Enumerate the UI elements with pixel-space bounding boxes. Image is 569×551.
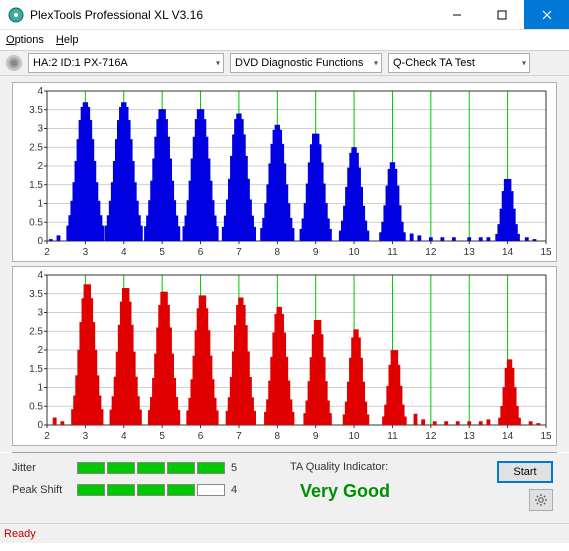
- svg-text:3: 3: [37, 308, 43, 319]
- svg-text:15: 15: [540, 247, 552, 258]
- svg-text:8: 8: [275, 247, 281, 258]
- svg-text:5: 5: [159, 431, 165, 442]
- svg-text:6: 6: [198, 431, 204, 442]
- quality-panel: Jitter 5 Peak Shift 4 TA Quality Indicat…: [0, 453, 569, 523]
- svg-text:4: 4: [121, 247, 127, 258]
- svg-text:0.5: 0.5: [29, 217, 43, 228]
- jitter-label: Jitter: [12, 462, 77, 474]
- ta-indicator-value: Very Good: [300, 481, 390, 502]
- peakshift-row: Peak Shift 4: [12, 481, 557, 499]
- svg-text:2: 2: [37, 161, 43, 172]
- svg-text:3.5: 3.5: [29, 105, 43, 116]
- menu-help[interactable]: Help: [56, 34, 79, 46]
- svg-text:14: 14: [502, 431, 514, 442]
- statusbar: Ready: [0, 523, 569, 543]
- meter-box: [167, 462, 195, 474]
- meter-box: [167, 484, 195, 496]
- maximize-button[interactable]: [479, 0, 524, 29]
- toolbar: HA:2 ID:1 PX-716A ▾ DVD Diagnostic Funct…: [0, 50, 569, 76]
- svg-text:8: 8: [275, 431, 281, 442]
- meter-box: [77, 484, 105, 496]
- drive-icon: [6, 55, 22, 71]
- menu-options[interactable]: Options: [6, 34, 44, 46]
- meter-box: [137, 462, 165, 474]
- ta-indicator-label: TA Quality Indicator:: [290, 461, 388, 473]
- jitter-value: 5: [231, 462, 237, 474]
- content-area: 00.511.522.533.5423456789101112131415 00…: [0, 76, 569, 452]
- meter-box: [197, 462, 225, 474]
- svg-text:4: 4: [37, 86, 43, 97]
- svg-text:2: 2: [44, 431, 50, 442]
- svg-text:3: 3: [83, 431, 89, 442]
- start-button[interactable]: Start: [497, 461, 553, 483]
- svg-text:12: 12: [425, 247, 437, 258]
- chevron-down-icon: ▾: [522, 59, 526, 68]
- drive-combo[interactable]: HA:2 ID:1 PX-716A ▾: [28, 53, 224, 73]
- svg-text:15: 15: [540, 431, 552, 442]
- svg-text:12: 12: [425, 431, 437, 442]
- jitter-row: Jitter 5: [12, 459, 557, 477]
- svg-text:10: 10: [349, 247, 361, 258]
- svg-text:0: 0: [37, 420, 43, 431]
- meter-box: [77, 462, 105, 474]
- svg-text:13: 13: [464, 247, 476, 258]
- minimize-button[interactable]: [434, 0, 479, 29]
- function-combo[interactable]: DVD Diagnostic Functions ▾: [230, 53, 382, 73]
- svg-text:9: 9: [313, 247, 319, 258]
- svg-text:3.5: 3.5: [29, 289, 43, 300]
- svg-text:14: 14: [502, 247, 514, 258]
- svg-text:10: 10: [349, 431, 361, 442]
- meter-box: [137, 484, 165, 496]
- test-combo[interactable]: Q-Check TA Test ▾: [388, 53, 530, 73]
- svg-text:6: 6: [198, 247, 204, 258]
- chevron-down-icon: ▾: [374, 59, 378, 68]
- svg-text:1.5: 1.5: [29, 364, 43, 375]
- svg-text:1: 1: [37, 199, 43, 210]
- meter-box: [107, 484, 135, 496]
- peakshift-value: 4: [231, 484, 237, 496]
- settings-button[interactable]: [529, 489, 553, 511]
- svg-text:5: 5: [159, 247, 165, 258]
- svg-text:2.5: 2.5: [29, 326, 43, 337]
- svg-text:4: 4: [37, 270, 43, 281]
- svg-text:2: 2: [44, 247, 50, 258]
- svg-text:1.5: 1.5: [29, 180, 43, 191]
- window-title: PlexTools Professional XL V3.16: [30, 8, 434, 22]
- peakshift-label: Peak Shift: [12, 484, 77, 496]
- svg-text:3: 3: [37, 124, 43, 135]
- meter-box: [107, 462, 135, 474]
- window-controls: [434, 0, 569, 29]
- peakshift-meter: [77, 484, 225, 496]
- meter-box: [197, 484, 225, 496]
- status-text: Ready: [4, 528, 36, 540]
- gear-icon: [534, 493, 548, 507]
- svg-text:0: 0: [37, 236, 43, 247]
- titlebar: PlexTools Professional XL V3.16: [0, 0, 569, 30]
- menubar: Options Help: [0, 30, 569, 50]
- chart-bottom: 0 0.5 1 1.5 2 2.5 3 3.5 4 2 3 4 5 6 7 8 9 10 11 12 13 14 15: [12, 266, 557, 446]
- close-button[interactable]: [524, 0, 569, 29]
- svg-text:2.5: 2.5: [29, 142, 43, 153]
- app-icon: [8, 7, 24, 23]
- function-combo-label: DVD Diagnostic Functions: [235, 57, 363, 69]
- svg-text:7: 7: [236, 247, 242, 258]
- drive-combo-label: HA:2 ID:1 PX-716A: [33, 57, 128, 69]
- chart-top: 0 0.5 1 1.5 2 2.5 3 3.5 4 2 3 4 5 6 7 8 9 10 11 12 13 14 15: [12, 82, 557, 262]
- svg-text:4: 4: [121, 431, 127, 442]
- svg-text:3: 3: [83, 247, 89, 258]
- chevron-down-icon: ▾: [216, 59, 220, 68]
- svg-text:0.5: 0.5: [29, 401, 43, 412]
- svg-text:9: 9: [313, 431, 319, 442]
- svg-text:7: 7: [236, 431, 242, 442]
- svg-text:2: 2: [37, 345, 43, 356]
- jitter-meter: [77, 462, 225, 474]
- svg-text:11: 11: [387, 247, 398, 258]
- test-combo-label: Q-Check TA Test: [393, 57, 475, 69]
- svg-text:13: 13: [464, 431, 476, 442]
- svg-text:1: 1: [37, 383, 43, 394]
- svg-text:11: 11: [387, 431, 398, 442]
